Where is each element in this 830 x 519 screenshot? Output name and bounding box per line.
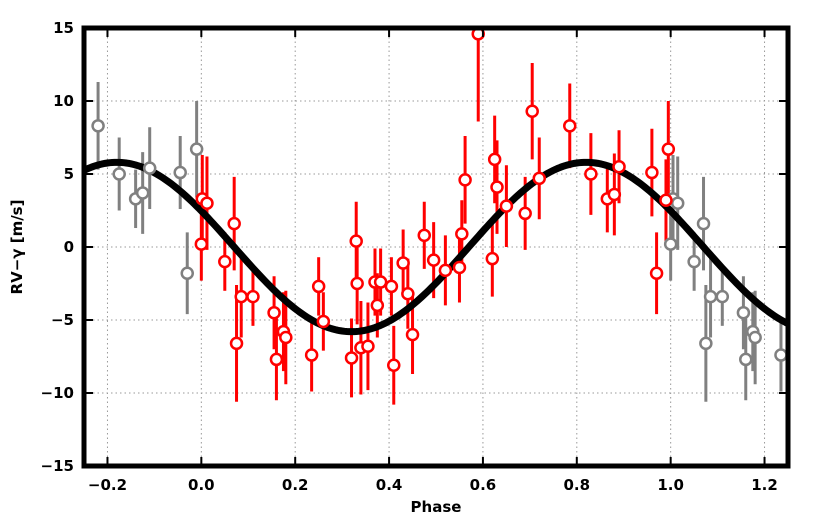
data-point	[316, 314, 331, 329]
data-point	[227, 216, 241, 231]
data-point	[396, 256, 410, 270]
y-tick-label: 0	[64, 238, 74, 256]
data-point	[267, 305, 281, 320]
data-point	[645, 165, 659, 180]
data-point	[91, 119, 105, 133]
x-tick-label: 0.4	[376, 476, 403, 494]
data-point	[458, 173, 472, 187]
data-point	[173, 165, 187, 180]
y-tick-label: −15	[41, 457, 74, 475]
data-point	[200, 196, 214, 210]
x-tick-label: 1.0	[657, 476, 684, 494]
data-point	[405, 327, 420, 342]
y-tick-label: 10	[53, 92, 74, 110]
data-point	[525, 104, 539, 118]
x-tick-labels: −0.2 0.0 0.2 0.4 0.6 0.8 1.0 1.2	[88, 476, 778, 494]
x-tick-label: 0.8	[564, 476, 591, 494]
data-point	[736, 305, 751, 320]
data-point	[774, 348, 788, 362]
data-point	[584, 167, 598, 181]
data-point	[194, 237, 209, 251]
y-tick-label: −5	[51, 311, 74, 329]
data-point	[699, 336, 713, 351]
data-point	[715, 289, 730, 304]
data-point	[387, 358, 401, 373]
data-point	[499, 199, 514, 213]
x-axis-label: Phase	[411, 498, 462, 516]
data-point	[304, 348, 319, 362]
data-point	[417, 228, 432, 243]
data-point	[663, 237, 678, 251]
data-point	[112, 167, 126, 181]
data-point	[748, 330, 762, 345]
data-point	[518, 206, 532, 221]
red-error-bars	[199, 28, 670, 405]
data-point	[739, 352, 753, 367]
data-point	[218, 254, 232, 269]
data-point	[269, 352, 284, 367]
data-point	[612, 159, 626, 174]
data-point	[234, 289, 248, 304]
x-tick-label: 1.2	[751, 476, 778, 494]
x-tick-label: −0.2	[88, 476, 127, 494]
y-tick-label: −10	[41, 384, 74, 402]
data-point	[279, 330, 293, 345]
data-point	[563, 119, 577, 133]
data-point	[373, 275, 388, 289]
data-point	[703, 289, 718, 304]
data-point	[344, 351, 359, 365]
data-point	[659, 193, 673, 208]
data-point	[384, 279, 399, 294]
model-curve	[84, 158, 788, 336]
plot-area	[84, 28, 788, 405]
data-point	[649, 266, 664, 281]
data-point	[670, 196, 685, 210]
data-point	[135, 186, 150, 200]
plot-frame	[81, 25, 791, 469]
y-tick-label: 5	[64, 165, 74, 183]
y-tick-label: 15	[53, 19, 74, 37]
data-point	[142, 161, 157, 175]
data-point	[607, 187, 622, 202]
data-point	[532, 171, 547, 186]
data-point	[438, 263, 453, 278]
data-point	[350, 276, 364, 291]
data-point	[452, 260, 467, 275]
data-point	[661, 142, 676, 156]
y-tick-labels: −15 −10 −5 0 5 10 15	[41, 19, 74, 475]
data-point	[180, 266, 195, 281]
y-axis-label: RV−γ [m/s]	[8, 200, 26, 295]
data-point	[229, 336, 244, 351]
data-point	[246, 289, 260, 304]
data-point	[311, 279, 326, 294]
data-point	[349, 234, 363, 248]
x-tick-label: 0.6	[470, 476, 497, 494]
red-points	[194, 28, 676, 373]
data-point	[401, 286, 415, 301]
data-point	[485, 251, 500, 266]
data-point	[487, 152, 502, 167]
data-point	[490, 180, 504, 194]
data-point	[370, 298, 385, 313]
data-point	[426, 253, 441, 267]
data-point	[361, 339, 375, 354]
data-point	[189, 142, 204, 156]
data-point	[696, 216, 711, 231]
x-tick-label: 0.2	[282, 476, 309, 494]
x-tick-label: 0.0	[188, 476, 215, 494]
data-point	[687, 254, 701, 269]
grid-lines	[84, 28, 788, 466]
data-point	[455, 227, 469, 241]
